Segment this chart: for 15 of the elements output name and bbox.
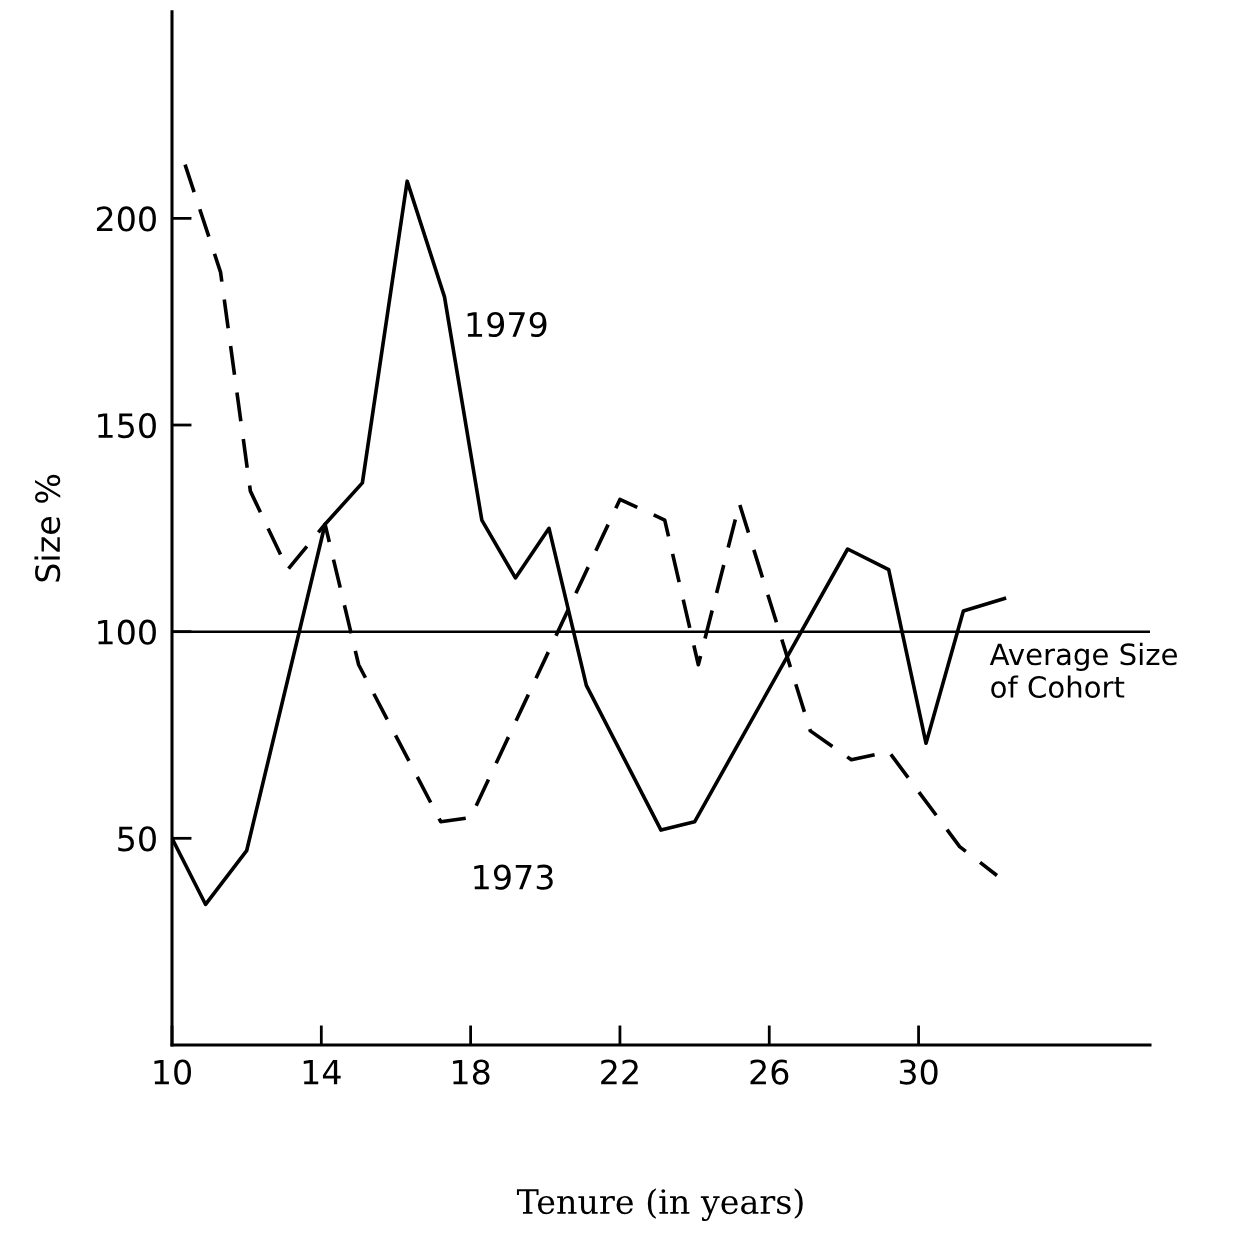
y-tick-label: 200 <box>96 206 156 232</box>
x-tick-label: 26 <box>750 1059 789 1085</box>
x-tick-label: 18 <box>453 1059 490 1085</box>
x-tick-label: 30 <box>899 1059 938 1085</box>
y-tick-label: 50 <box>118 826 156 852</box>
y-tick-label: 150 <box>98 412 156 439</box>
x-tick-label: 10 <box>154 1059 191 1085</box>
y-axis-title: Size % <box>34 474 61 582</box>
series-label: 1973 <box>474 864 553 890</box>
x-tick-label: 22 <box>601 1059 638 1085</box>
y-tick-label: 100 <box>98 619 156 645</box>
x-tick-label: 14 <box>303 1059 341 1085</box>
ref-line-label: Average Size of Cohort <box>989 642 1177 699</box>
series-label: 1979 <box>467 311 547 338</box>
x-axis-title: Tenure (in years) <box>516 1188 803 1222</box>
